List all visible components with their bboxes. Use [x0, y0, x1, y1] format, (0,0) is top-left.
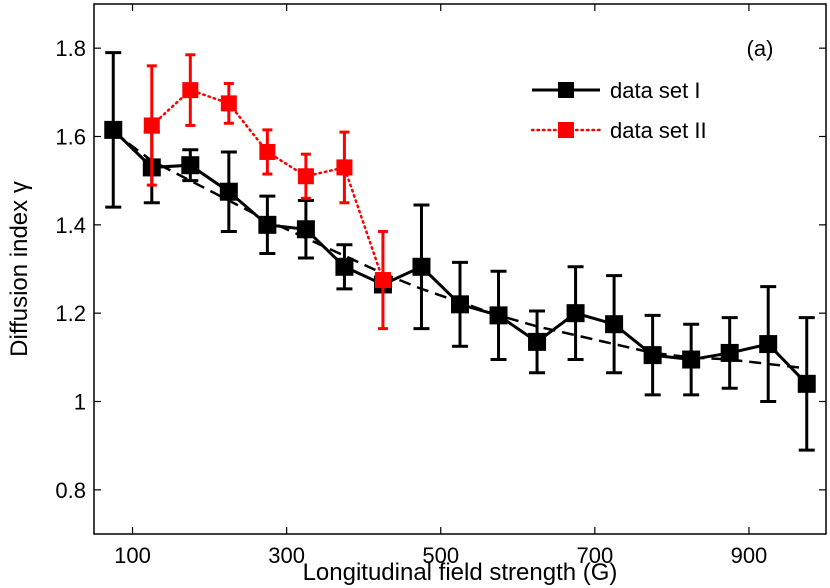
y-tick-label: 1.4: [55, 213, 86, 238]
data-set-2-point: [220, 95, 237, 112]
data-set-1-point: [682, 350, 701, 369]
y-tick-label: 1.6: [55, 125, 86, 150]
x-tick-label: 500: [422, 543, 459, 568]
y-axis-title: Diffusion index γ: [6, 181, 33, 357]
ticks-layer: [94, 4, 826, 534]
data-set-1-point: [412, 257, 431, 276]
data-set-1-point: [605, 315, 624, 334]
x-tick-label: 100: [114, 543, 151, 568]
x-tick-labels: 100 300 500 700 900: [114, 543, 767, 568]
x-tick-label: 900: [731, 543, 768, 568]
legend-label-data-set-2: data set II: [610, 118, 707, 143]
y-tick-labels: 0.8 1 1.2 1.4 1.6 1.8: [55, 36, 86, 503]
series-data-set-1: [104, 51, 816, 452]
data-set-1-point: [566, 304, 585, 323]
legend-label-data-set-1: data set I: [610, 78, 701, 103]
data-set-2-point: [374, 272, 391, 289]
data-set-1-point: [720, 343, 739, 362]
y-tick-label: 1.8: [55, 36, 86, 61]
series-data-set-2: [143, 53, 391, 331]
legend-marker-data-set-1: [558, 82, 574, 98]
legend: data set I data set II: [530, 78, 707, 143]
y-tick-label: 1: [74, 390, 86, 415]
data-set-2-point: [143, 117, 160, 134]
data-set-1-point: [759, 335, 778, 354]
x-axis-title: Longitudinal field strength (G): [303, 559, 618, 586]
data-set-2-point: [297, 168, 314, 185]
data-set-2-point: [336, 159, 353, 176]
data-set-1-point: [451, 295, 469, 314]
y-tick-label: 1.2: [55, 301, 86, 326]
data-set-2-point: [182, 82, 199, 99]
data-set-1-point: [797, 374, 816, 393]
data-set-1-point: [528, 332, 547, 351]
data-set-1-point: [181, 156, 200, 175]
panel-label: (a): [747, 36, 774, 61]
data-set-1-point: [296, 220, 315, 239]
y-tick-label: 0.8: [55, 478, 86, 503]
plot-frame: [93, 3, 827, 535]
data-set-1-point: [258, 215, 277, 234]
data-set-1-point: [335, 257, 354, 276]
data-set-1-point: [219, 182, 238, 201]
data-set-1-point: [104, 120, 123, 139]
x-tick-label: 300: [268, 543, 305, 568]
x-tick-label: 700: [576, 543, 613, 568]
data-set-2-point: [259, 143, 276, 160]
data-set-1-point: [643, 346, 662, 365]
data-set-1-point: [489, 306, 508, 325]
legend-marker-data-set-2: [558, 122, 574, 138]
